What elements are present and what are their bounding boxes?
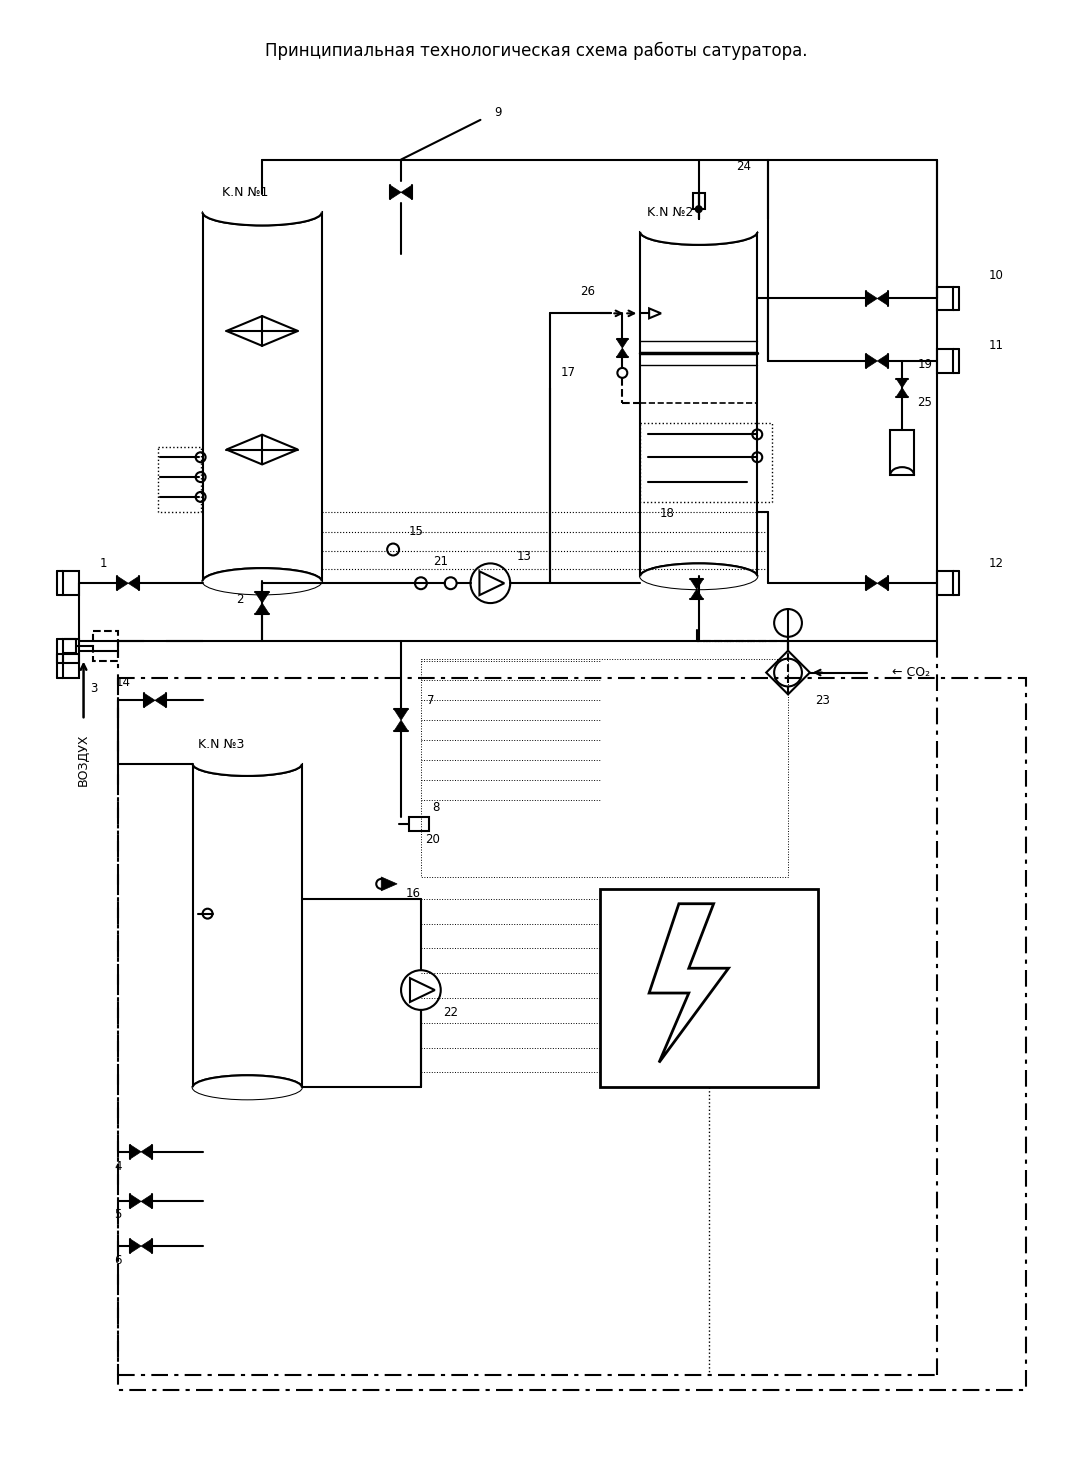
Polygon shape — [617, 349, 628, 358]
Bar — [193, 764, 302, 1088]
Polygon shape — [878, 353, 888, 368]
Polygon shape — [878, 576, 888, 591]
Ellipse shape — [641, 220, 758, 245]
Polygon shape — [144, 693, 155, 708]
Bar — [891, 430, 914, 475]
Text: 17: 17 — [560, 367, 575, 380]
Bar — [409, 818, 429, 831]
Bar — [93, 631, 118, 660]
Polygon shape — [141, 1144, 152, 1159]
Text: 19: 19 — [917, 359, 932, 371]
Polygon shape — [690, 589, 703, 600]
Bar — [62, 571, 78, 595]
Bar — [693, 193, 705, 209]
Text: 25: 25 — [917, 396, 932, 410]
Polygon shape — [866, 353, 878, 368]
Text: 8: 8 — [432, 801, 440, 815]
Text: 14: 14 — [116, 677, 131, 689]
Text: 5: 5 — [115, 1208, 122, 1221]
Text: 1: 1 — [100, 556, 107, 570]
Polygon shape — [141, 1239, 152, 1252]
Bar — [62, 653, 78, 678]
Text: ВОЗДУХ: ВОЗДУХ — [77, 733, 90, 787]
Polygon shape — [381, 877, 397, 890]
Bar — [937, 571, 953, 595]
Bar — [62, 638, 78, 663]
Ellipse shape — [193, 1076, 302, 1100]
Polygon shape — [130, 1144, 141, 1159]
Text: 3: 3 — [90, 683, 98, 695]
Text: 7: 7 — [427, 695, 435, 706]
Text: 9: 9 — [495, 107, 502, 119]
Polygon shape — [866, 291, 878, 306]
Polygon shape — [128, 576, 139, 591]
Polygon shape — [117, 576, 128, 591]
Text: 18: 18 — [660, 508, 675, 521]
Text: 6: 6 — [115, 1254, 122, 1267]
Bar — [937, 349, 953, 372]
Text: 15: 15 — [409, 525, 424, 539]
Ellipse shape — [641, 564, 758, 589]
Text: 26: 26 — [580, 285, 596, 298]
Text: K.N №2: K.N №2 — [647, 206, 693, 218]
Text: 24: 24 — [736, 160, 751, 174]
Text: 4: 4 — [115, 1160, 122, 1174]
Polygon shape — [878, 291, 888, 306]
Bar — [600, 889, 818, 1088]
Text: 10: 10 — [989, 269, 1004, 282]
Bar — [158, 447, 201, 512]
Polygon shape — [130, 1195, 141, 1208]
Text: Принципиальная технологическая схема работы сатуратора.: Принципиальная технологическая схема раб… — [265, 42, 807, 59]
Bar — [421, 659, 788, 877]
Polygon shape — [617, 340, 628, 349]
Polygon shape — [394, 720, 408, 732]
Polygon shape — [401, 186, 412, 199]
Text: 21: 21 — [433, 555, 449, 568]
Polygon shape — [896, 387, 908, 396]
Polygon shape — [141, 1195, 152, 1208]
Bar — [641, 232, 758, 576]
Text: 2: 2 — [236, 592, 244, 605]
Bar — [641, 423, 773, 502]
Text: 13: 13 — [517, 551, 531, 562]
Polygon shape — [394, 709, 408, 720]
Text: 22: 22 — [443, 1006, 458, 1020]
Bar — [203, 212, 322, 582]
Polygon shape — [130, 1239, 141, 1252]
Text: 11: 11 — [989, 338, 1004, 352]
Text: 20: 20 — [425, 833, 440, 846]
Text: 16: 16 — [406, 887, 421, 901]
Text: 12: 12 — [989, 556, 1004, 570]
Text: K.N №1: K.N №1 — [222, 186, 269, 199]
Polygon shape — [255, 592, 269, 603]
Polygon shape — [391, 186, 401, 199]
Polygon shape — [896, 378, 908, 387]
Ellipse shape — [193, 752, 302, 776]
Polygon shape — [690, 579, 703, 589]
Polygon shape — [255, 603, 269, 614]
Text: ← CO₂: ← CO₂ — [893, 666, 930, 680]
Ellipse shape — [203, 568, 322, 595]
Polygon shape — [866, 576, 878, 591]
Text: K.N №3: K.N №3 — [197, 739, 244, 751]
Ellipse shape — [203, 199, 322, 226]
Text: 23: 23 — [815, 695, 831, 706]
Bar — [118, 678, 1026, 1391]
Bar — [937, 286, 953, 310]
Polygon shape — [155, 693, 166, 708]
Circle shape — [695, 206, 702, 212]
